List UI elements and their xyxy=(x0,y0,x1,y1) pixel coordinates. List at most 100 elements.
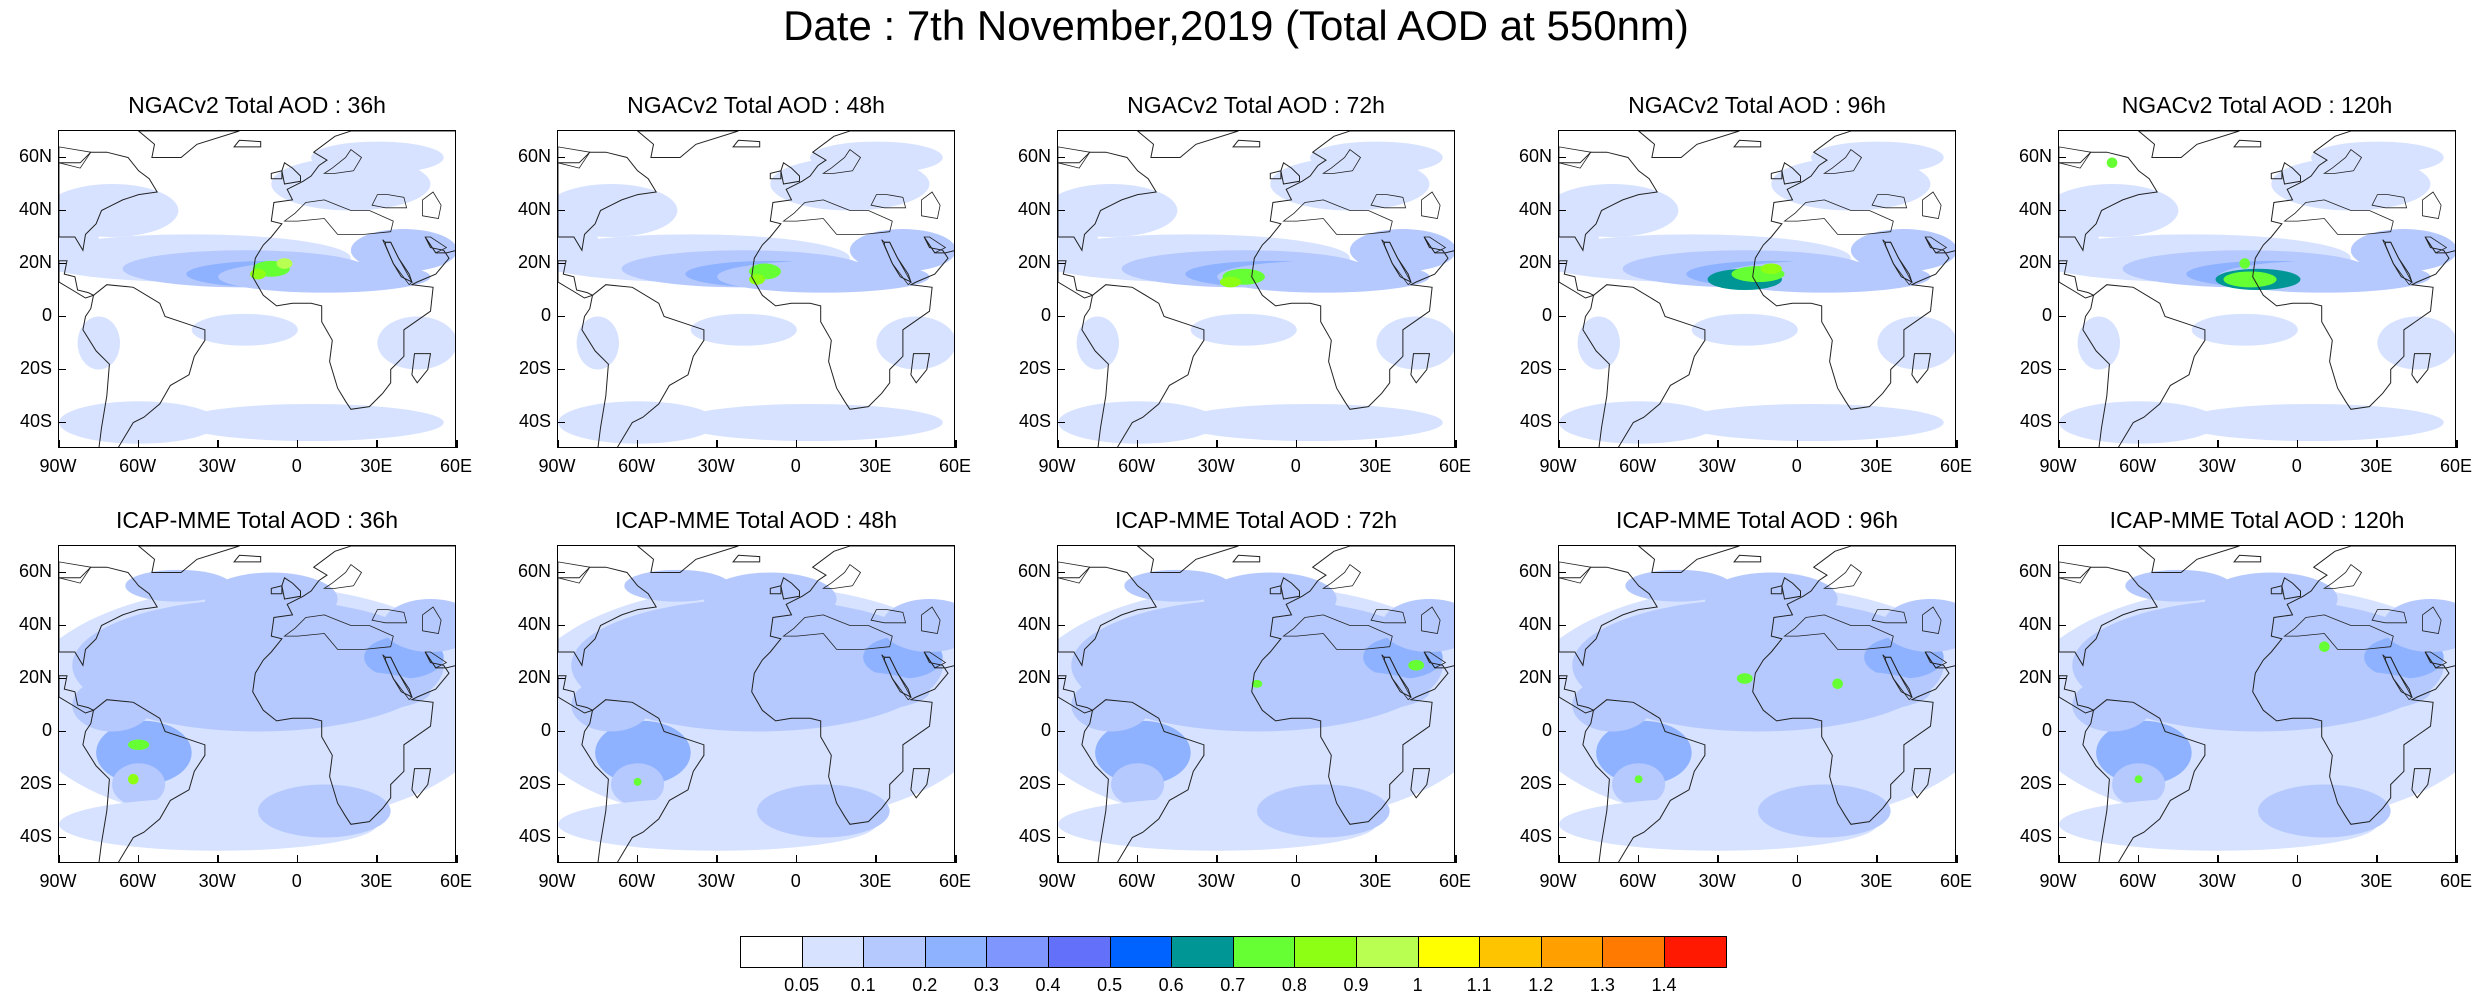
inland-water-outline xyxy=(2422,191,2442,219)
panel-title: NGACv2 Total AOD : 96h xyxy=(1628,92,1886,118)
inland-water-outline xyxy=(422,606,442,634)
lat-tick-label: 20S xyxy=(518,357,551,378)
coastline xyxy=(581,699,705,862)
lat-tick xyxy=(2058,836,2066,838)
aod-field xyxy=(1071,678,1151,732)
coastline xyxy=(2270,585,2283,595)
inland-water-outline xyxy=(1058,146,1091,169)
lon-tick xyxy=(137,440,140,448)
lat-tick xyxy=(1057,368,1065,370)
coastline xyxy=(1058,151,1158,252)
lon-tick-label: 0 xyxy=(790,871,801,891)
inland-water-outline xyxy=(782,614,893,650)
lat-tick xyxy=(557,262,565,264)
lat-tick-label: 60N xyxy=(2018,560,2052,581)
lon-tick-label: 0 xyxy=(1791,871,1802,891)
coastline xyxy=(1911,353,1932,384)
lat-tick-label: 40N xyxy=(1518,198,1552,219)
aod-field xyxy=(690,313,797,346)
inland-water-outline xyxy=(2322,564,2363,589)
lat-tick-label: 40N xyxy=(18,613,52,634)
inland-water-outline xyxy=(2371,609,2408,624)
inland-water-outline xyxy=(821,564,862,589)
lon-tick xyxy=(2376,855,2378,863)
lat-tick xyxy=(1558,315,1566,317)
coastline xyxy=(910,768,931,799)
coastline xyxy=(1058,675,1094,714)
aod-field xyxy=(59,401,219,444)
aod-field xyxy=(96,720,192,785)
coastline xyxy=(270,585,283,595)
lon-tick-label: 30W xyxy=(198,871,236,891)
inland-water-outline xyxy=(2382,239,2413,286)
lon-tick xyxy=(1455,855,1457,863)
lon-tick xyxy=(2137,440,2140,448)
lon-tick xyxy=(1637,440,1640,448)
coastline xyxy=(82,284,206,447)
coastline xyxy=(137,131,240,158)
lon-tick-label: 30W xyxy=(2198,871,2236,891)
aod-field xyxy=(1408,659,1425,671)
panel-title: ICAP-MME Total AOD : 48h xyxy=(614,507,898,533)
coastline xyxy=(2233,139,2262,148)
coastline xyxy=(1251,131,1454,410)
aod-field xyxy=(1691,313,1798,346)
lon-tick xyxy=(636,855,639,863)
lat-tick-label: 40S xyxy=(518,825,551,846)
lat-tick xyxy=(1057,783,1065,785)
lat-tick-label: 20S xyxy=(19,357,52,378)
aod-field xyxy=(558,215,598,259)
colorbar-label: 0.6 xyxy=(1158,975,1184,995)
aod-field xyxy=(1190,313,1297,346)
aod-field xyxy=(1625,569,1732,602)
inland-water-outline xyxy=(821,149,862,174)
coastline xyxy=(2059,260,2095,299)
aod-field xyxy=(350,229,455,272)
lat-tick-label: 40N xyxy=(18,198,52,219)
lat-tick-label: 60N xyxy=(517,145,551,166)
coastline xyxy=(732,139,761,148)
aod-field xyxy=(2134,775,2143,784)
inland-water-outline xyxy=(1922,191,1942,219)
lat-tick-label: 20N xyxy=(2018,251,2052,272)
colorbar-label: 0.2 xyxy=(912,975,938,995)
lon-tick xyxy=(1558,855,1560,863)
colorbar-swatch xyxy=(1479,936,1542,968)
aod-field xyxy=(1877,316,1955,370)
colorbar-label: 1.1 xyxy=(1466,975,1492,995)
aod-field xyxy=(810,141,943,174)
lat-tick-label: 40N xyxy=(517,198,551,219)
lon-tick-label: 60E xyxy=(439,871,473,891)
lon-tick xyxy=(1637,855,1640,863)
lon-tick xyxy=(875,855,877,863)
lon-tick xyxy=(456,855,458,863)
aod-field xyxy=(1832,678,1843,690)
lon-tick-label: 60W xyxy=(618,871,656,891)
lon-tick-label: 90W xyxy=(1038,456,1076,476)
lon-tick-label: 30W xyxy=(697,456,735,476)
inland-water-outline xyxy=(382,654,413,701)
aod-map xyxy=(2059,546,2455,862)
inland-water-outline xyxy=(382,239,413,286)
aod-field xyxy=(2311,141,2444,174)
inland-water-outline xyxy=(1783,614,1894,650)
lat-tick-label: 40S xyxy=(2019,410,2052,431)
lon-tick xyxy=(1717,440,1719,448)
aod-colorbar xyxy=(740,936,1727,968)
aod-field xyxy=(2072,678,2152,732)
aod-field xyxy=(2112,763,2166,806)
lat-tick xyxy=(2058,571,2066,573)
lon-tick-label: 60E xyxy=(2439,456,2472,476)
colorbar-label: 1.3 xyxy=(1589,975,1615,995)
map-frame xyxy=(1057,130,1455,448)
aod-map xyxy=(59,546,455,862)
lat-tick-label: 40S xyxy=(19,825,52,846)
lat-tick xyxy=(58,783,66,785)
aod-field xyxy=(1376,316,1454,370)
aod-field xyxy=(1095,720,1191,785)
lon-tick-label: 30E xyxy=(859,456,892,476)
lat-tick xyxy=(2058,315,2066,317)
inland-water-outline xyxy=(1882,239,1913,286)
coastline xyxy=(2270,170,2283,180)
colorbar-swatch xyxy=(1294,936,1357,968)
